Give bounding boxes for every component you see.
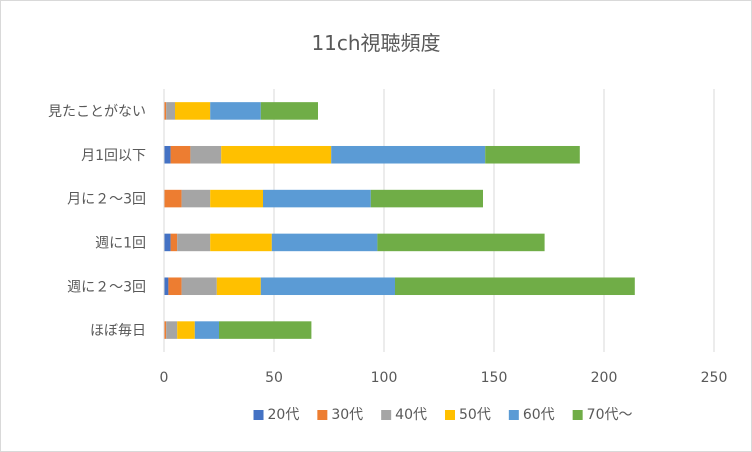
x-tick-label: 150 (481, 370, 508, 386)
bar-segment-2-5 (370, 189, 483, 208)
bars (164, 102, 635, 339)
bar-segment-4-5 (395, 277, 635, 296)
legend-item-1: 30代 (317, 407, 363, 423)
chart-title: 11ch視聴頻度 (311, 31, 440, 55)
category-label: 月に２～3回 (67, 192, 146, 208)
bar-segment-0-4 (210, 102, 261, 120)
bar-segment-1-5 (485, 145, 580, 164)
bar-segment-3-1 (170, 233, 178, 252)
legend-swatch (572, 410, 583, 420)
legend-label: 30代 (331, 407, 363, 423)
bar-segment-5-2 (166, 321, 178, 339)
bar-segment-4-0 (164, 277, 169, 296)
bar-segment-5-4 (194, 321, 219, 339)
gridlines (273, 89, 715, 352)
legend-label: 60代 (523, 407, 555, 423)
bar-segment-4-2 (181, 277, 217, 296)
legend-item-4: 60代 (508, 407, 555, 423)
bar-segment-5-5 (219, 321, 312, 339)
bar-segment-2-3 (210, 189, 263, 208)
legend-swatch (253, 410, 264, 420)
bar-segment-4-3 (216, 277, 261, 296)
legend-item-5: 70代～ (572, 407, 633, 423)
bar-segment-1-2 (190, 145, 222, 164)
category-label: ほぼ毎日 (90, 323, 146, 339)
category-label: 週に２～3回 (67, 279, 146, 295)
bar-segment-2-4 (263, 189, 371, 208)
bar-segment-1-4 (331, 145, 486, 164)
bar-segment-0-1 (164, 102, 167, 120)
bar-segment-3-2 (177, 233, 211, 252)
bar-segment-0-2 (166, 102, 175, 120)
legend-item-3: 50代 (445, 407, 491, 423)
legend-item-0: 20代 (253, 407, 300, 423)
legend-label: 40代 (395, 407, 427, 423)
category-label: 月1回以下 (81, 148, 146, 164)
x-tick-label: 250 (701, 370, 728, 386)
bar-segment-1-1 (170, 145, 191, 164)
bar-segment-2-1 (164, 189, 182, 208)
legend-label: 20代 (268, 407, 300, 423)
bar-segment-5-1 (164, 321, 167, 339)
category-label: 見たことがない (48, 104, 146, 120)
legend-label: 50代 (459, 407, 491, 423)
category-label: 週に1回 (95, 235, 146, 251)
legend-swatch (445, 410, 455, 420)
legend-swatch (381, 410, 392, 420)
bar-segment-2-2 (181, 189, 211, 208)
legend-swatch (508, 410, 519, 420)
legend-swatch (317, 410, 328, 420)
bar-segment-4-1 (168, 277, 182, 296)
bar-segment-1-0 (164, 145, 171, 164)
bar-segment-4-4 (260, 277, 395, 296)
legend-label: 70代～ (587, 407, 633, 423)
x-tick-label: 200 (591, 370, 618, 386)
bar-segment-3-0 (164, 233, 171, 252)
legend: 20代 30代 40代 50代 60代 70代～ (253, 407, 633, 423)
legend-item-2: 40代 (381, 407, 427, 423)
bar-segment-3-4 (271, 233, 378, 252)
x-tick-label: 50 (265, 370, 283, 386)
bar-segment-3-3 (210, 233, 272, 252)
bar-segment-3-5 (377, 233, 545, 252)
bar-segment-1-3 (221, 145, 332, 164)
bar-segment-5-3 (177, 321, 195, 339)
axes: 0 50 100 150 200 250 見たことがない月1回以下月に２～3回週に1回週に２… (48, 89, 727, 386)
x-tick-label: 0 (160, 370, 169, 386)
x-tick-label: 100 (371, 370, 398, 386)
bar-segment-0-5 (260, 102, 318, 120)
bar-segment-0-3 (175, 102, 211, 120)
